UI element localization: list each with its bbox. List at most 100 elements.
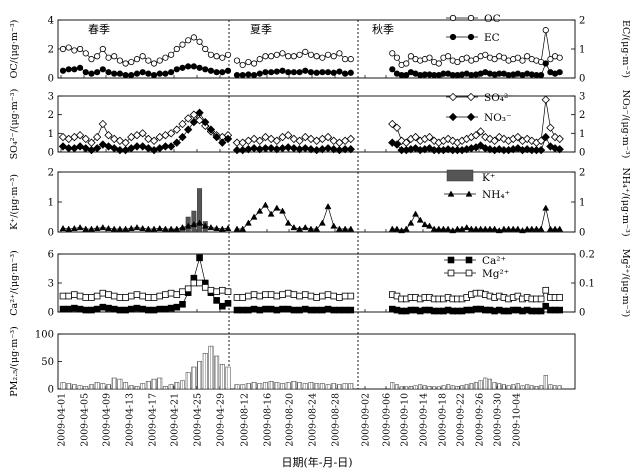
data-point xyxy=(341,306,349,314)
chart-text: 春季 夏季 秋季 0 2 4 0 1 2 OC/(μg·m⁻³) EC/(μg·m⁻³) OC EC 0 1… xyxy=(9,13,631,469)
bar xyxy=(257,383,263,390)
data-point xyxy=(76,64,84,71)
data-point xyxy=(550,144,560,153)
data-point xyxy=(133,70,141,77)
data-point xyxy=(145,70,152,77)
data-point xyxy=(133,304,141,312)
bar xyxy=(268,381,274,390)
data-point xyxy=(167,304,175,312)
data-point xyxy=(71,47,78,54)
y-tick-label-right: 3 xyxy=(579,92,585,103)
data-point xyxy=(133,223,141,231)
data-point xyxy=(499,134,509,144)
data-point xyxy=(212,132,221,142)
data-point xyxy=(65,292,72,300)
data-point xyxy=(547,56,554,63)
data-point xyxy=(313,225,321,232)
y-tick-label-left: 0 xyxy=(48,308,54,319)
data-point xyxy=(313,53,320,60)
legend-label: Mg²⁺ xyxy=(482,268,509,280)
data-point xyxy=(546,225,554,232)
data-point xyxy=(233,306,241,314)
data-point xyxy=(284,219,292,226)
legend-marker xyxy=(449,33,457,41)
data-point xyxy=(477,225,485,232)
data-point xyxy=(249,144,259,153)
bar xyxy=(202,353,208,390)
bar xyxy=(123,382,129,390)
data-point xyxy=(313,69,320,76)
data-point xyxy=(105,291,112,298)
data-point xyxy=(296,69,303,76)
y-tick-label-right: 0 xyxy=(579,74,585,85)
data-point xyxy=(347,69,354,76)
data-point xyxy=(302,67,309,74)
data-point xyxy=(138,129,147,138)
y-tick-label-left: 50 xyxy=(41,357,54,368)
data-point xyxy=(301,144,310,153)
data-point xyxy=(133,56,141,63)
data-point xyxy=(233,57,241,64)
x-axis-label: 日期(年-月-日) xyxy=(281,455,352,469)
data-point xyxy=(435,60,442,67)
bar xyxy=(191,366,197,390)
data-point xyxy=(133,291,141,298)
legend-label: NO₃⁻ xyxy=(484,112,512,124)
bar xyxy=(464,384,469,390)
data-point xyxy=(407,53,414,60)
legend-marker xyxy=(447,269,455,277)
data-point xyxy=(122,294,129,301)
data-point xyxy=(411,144,420,153)
data-point xyxy=(88,70,95,77)
y-axis-label-left: SO₄²⁻/(μg·m⁻³) xyxy=(9,89,20,160)
y-tick-label-right: 1 xyxy=(579,198,585,209)
data-point xyxy=(542,204,550,211)
bar xyxy=(117,378,123,390)
data-point xyxy=(150,72,158,79)
data-point xyxy=(416,216,424,223)
data-point xyxy=(481,132,490,142)
bar xyxy=(151,378,157,390)
data-point xyxy=(173,66,180,73)
data-point xyxy=(284,143,293,152)
data-point xyxy=(245,71,252,78)
data-point xyxy=(266,144,276,153)
data-point xyxy=(219,54,226,61)
y-tick-label-left: 0 xyxy=(48,228,54,239)
data-point xyxy=(289,134,299,144)
data-point xyxy=(392,123,402,132)
bar xyxy=(185,372,191,390)
data-point xyxy=(551,225,559,232)
data-point xyxy=(224,51,232,58)
y-tick-label-left: 6 xyxy=(48,250,54,261)
bar xyxy=(83,386,89,390)
data-point xyxy=(116,294,124,301)
data-point xyxy=(105,224,112,232)
data-point xyxy=(256,292,264,300)
data-point xyxy=(179,288,186,295)
data-point xyxy=(295,136,304,145)
data-point xyxy=(537,225,545,232)
data-point xyxy=(127,224,135,232)
data-point xyxy=(59,45,67,53)
data-point xyxy=(128,72,135,79)
data-point xyxy=(542,302,550,310)
data-point xyxy=(239,72,246,79)
bar xyxy=(436,386,441,390)
data-point xyxy=(262,53,269,60)
data-point xyxy=(388,225,396,232)
bar xyxy=(506,385,511,390)
bar xyxy=(497,383,502,390)
data-point xyxy=(190,63,197,70)
data-point xyxy=(196,279,203,287)
data-point xyxy=(330,306,338,314)
bar xyxy=(525,384,530,390)
y-axis-label-left: K⁺/(μg·m⁻³) xyxy=(9,174,20,230)
data-point xyxy=(71,66,78,73)
data-point xyxy=(505,225,512,232)
y-tick-label-right: 0.1 xyxy=(579,279,595,290)
data-point xyxy=(329,145,338,154)
data-point xyxy=(301,223,309,231)
data-point xyxy=(190,220,198,228)
data-point xyxy=(88,294,95,301)
